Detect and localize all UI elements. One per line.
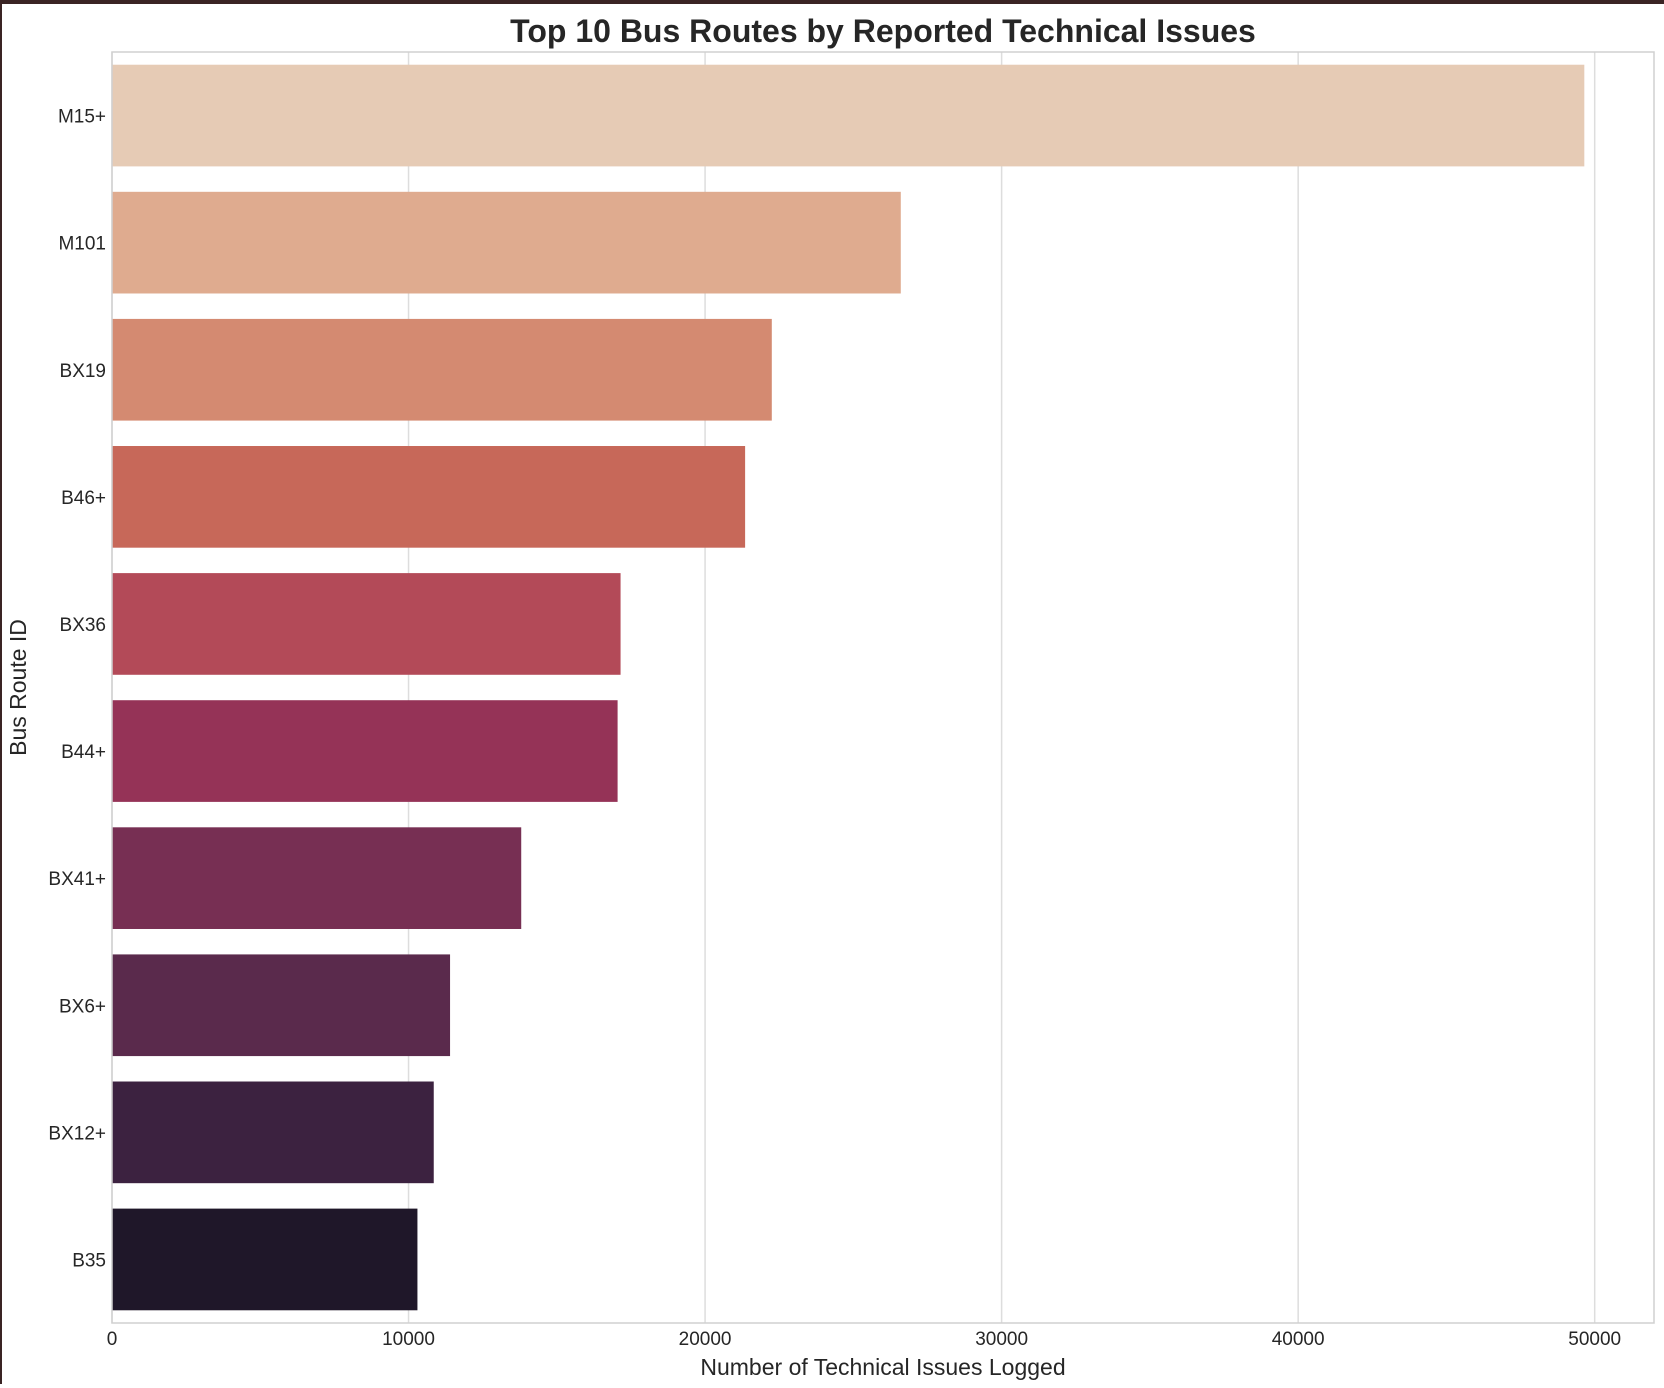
x-tick-label: 20000 [679,1329,732,1350]
x-axis-title: Number of Technical Issues Logged [700,1354,1065,1380]
bar [112,700,618,802]
chart-title: Top 10 Bus Routes by Reported Technical … [510,13,1256,49]
y-tick-label: BX12+ [48,1123,106,1144]
y-tick-label: B35 [72,1250,106,1271]
bar [112,1081,434,1184]
y-tick-label: M101 [58,234,106,255]
bar-chart: M15+ M101 BX19 B46+ BX36 B44+ BX41+ BX6+ BX12+ B3… [5,13,1655,1380]
x-tick-label: 40000 [1272,1329,1325,1350]
bar [112,191,901,294]
bar [112,573,621,675]
y-tick-label: BX36 [60,615,106,636]
bar [112,446,746,548]
y-tick-label: BX41+ [48,869,106,890]
x-tick-label: 30000 [975,1329,1028,1350]
x-tick-labels: 0 10000 20000 30000 40000 50000 [107,1329,1621,1350]
bar [112,1208,418,1311]
bar [112,954,451,1057]
y-axis-title: Bus Route ID [5,619,31,756]
plot-border [111,51,1655,1324]
bar [112,64,1585,167]
y-tick-label: M15+ [58,107,106,128]
y-tick-labels: M15+ M101 BX19 B46+ BX36 B44+ BX41+ BX6+ BX12+ B3… [48,107,106,1272]
bar [112,318,772,421]
y-tick-label: BX19 [60,361,106,382]
y-tick-label: BX6+ [59,996,106,1017]
bars [112,64,1585,1311]
y-tick-label: B44+ [61,742,106,763]
x-tick-label: 0 [107,1329,118,1350]
x-tick-label: 50000 [1568,1329,1621,1350]
y-tick-label: B46+ [61,488,106,509]
bar [112,827,522,929]
x-tick-label: 10000 [382,1329,435,1350]
